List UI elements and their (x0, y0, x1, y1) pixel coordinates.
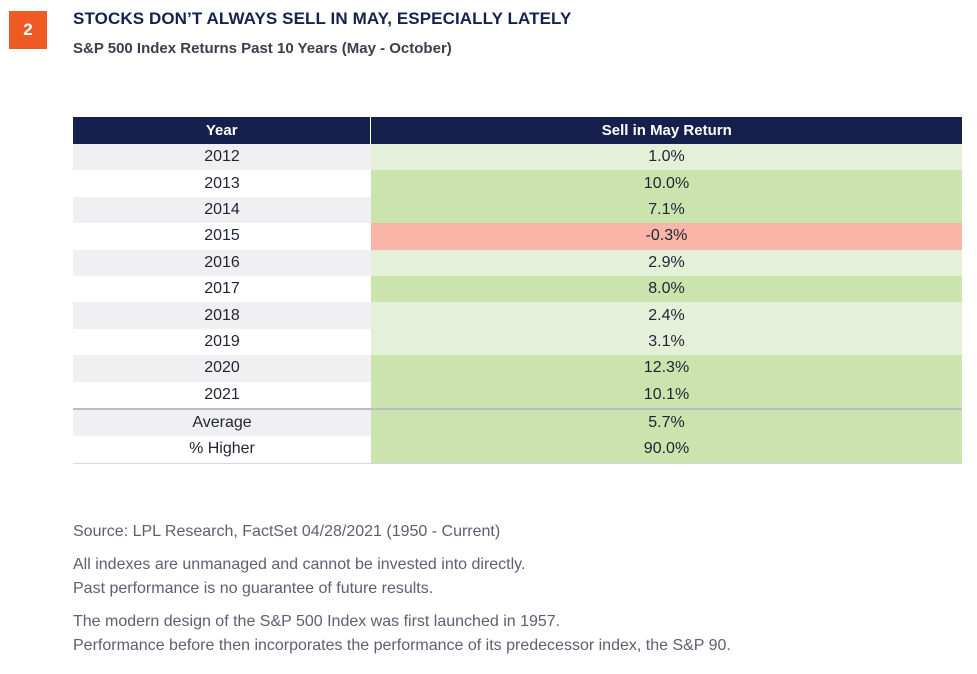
summary-row: % Higher 90.0% (73, 436, 962, 464)
disclaimer-line-1: All indexes are unmanaged and cannot be … (73, 556, 526, 573)
summary-row: Average 5.7% (73, 407, 962, 437)
year-cell: 2018 (73, 302, 371, 329)
table-row: 2019 3.1% (73, 328, 962, 356)
table-row: 2021 10.1% (73, 381, 962, 409)
table-row: 2014 7.1% (73, 196, 962, 224)
summary-value-cell: 5.7% (370, 407, 962, 437)
year-cell: 2015 (73, 223, 371, 250)
source-note: Source: LPL Research, FactSet 04/28/2021… (73, 523, 501, 540)
design-note-line-1: The modern design of the S&P 500 Index w… (73, 613, 561, 630)
column-header-year: Year (73, 117, 372, 144)
return-cell: 7.1% (370, 196, 962, 224)
summary-label-cell: Average (73, 407, 371, 437)
table-header-row: Year Sell in May Return (73, 117, 962, 144)
chart-title: STOCKS DON’T ALWAYS SELL IN MAY, ESPECIA… (73, 9, 572, 28)
return-cell: 3.1% (370, 328, 962, 356)
return-cell: 12.3% (370, 355, 962, 382)
return-cell: 2.4% (370, 302, 962, 329)
summary-label-cell: % Higher (73, 436, 371, 464)
year-cell: 2014 (73, 196, 371, 224)
year-cell: 2012 (73, 144, 371, 171)
year-cell: 2017 (73, 275, 371, 303)
footnotes: Source: LPL Research, FactSet 04/28/2021… (73, 520, 731, 658)
year-cell: 2019 (73, 328, 371, 356)
year-cell: 2020 (73, 355, 371, 382)
disclaimer-line-2: Past performance is no guarantee of futu… (73, 580, 434, 597)
table-row: 2016 2.9% (73, 249, 962, 276)
table-body: 2012 1.0% 2013 10.0% 2014 7.1% 2015 -0.3% 2016 2.… (73, 144, 962, 464)
return-cell: 10.0% (370, 170, 962, 197)
summary-value-cell: 90.0% (370, 436, 962, 464)
table-row: 2020 12.3% (73, 355, 962, 382)
design-note-line-2: Performance before then incorporates the… (73, 637, 731, 654)
table-row: 2015 -0.3% (73, 223, 962, 250)
returns-table: Year Sell in May Return 2012 1.0% 2013 10.0… (73, 117, 962, 464)
return-cell: 8.0% (370, 275, 962, 303)
return-cell: 2.9% (370, 249, 962, 276)
return-cell: 10.1% (370, 381, 962, 409)
chart-subtitle: S&P 500 Index Returns Past 10 Years (May… (73, 40, 452, 57)
year-cell: 2016 (73, 249, 371, 276)
year-cell: 2021 (73, 381, 371, 409)
return-cell: -0.3% (370, 223, 962, 250)
table-row: 2018 2.4% (73, 302, 962, 329)
year-cell: 2013 (73, 170, 371, 197)
figure-number-badge: 2 (9, 11, 47, 49)
table-row: 2017 8.0% (73, 275, 962, 303)
table-row: 2013 10.0% (73, 170, 962, 197)
table-row: 2012 1.0% (73, 144, 962, 171)
return-cell: 1.0% (370, 144, 962, 171)
column-header-return: Sell in May Return (370, 117, 962, 144)
